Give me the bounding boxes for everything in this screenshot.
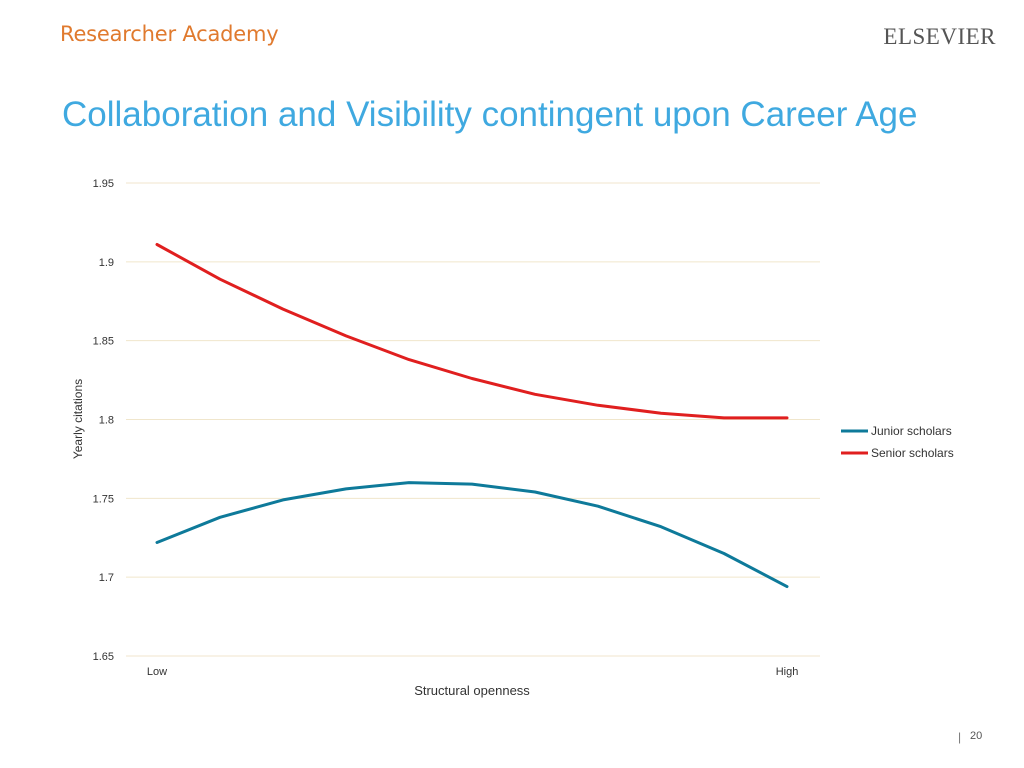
y-tick-labels: 1.95 1.9 1.85 1.8 1.75 1.7 1.65 [93, 178, 114, 663]
series-line-junior [155, 481, 789, 589]
y-tick-label: 1.7 [99, 572, 114, 584]
page-number: 20 [970, 730, 983, 742]
legend-label: Junior scholars [871, 424, 952, 438]
y-tick-label: 1.9 [99, 257, 114, 269]
y-tick-label: 1.85 [93, 336, 114, 348]
slide-title: Collaboration and Visibility contingent … [62, 95, 918, 134]
brand-logo: Researcher Academy [60, 22, 279, 46]
x-tick-labels: Low High [147, 666, 798, 678]
legend-label: Senior scholars [871, 446, 954, 460]
x-tick-label-low: Low [147, 666, 167, 678]
footer-separator: | [958, 730, 962, 744]
y-axis-label: Yearly citations [71, 379, 85, 459]
series-lines [155, 243, 789, 589]
x-axis-label: Structural openness [414, 683, 530, 698]
elsevier-logo: ELSEVIER [883, 24, 996, 49]
x-tick-label-high: High [776, 666, 799, 678]
y-tick-label: 1.8 [99, 415, 114, 427]
y-tick-label: 1.65 [93, 651, 114, 663]
grid-lines [126, 182, 820, 657]
legend: Junior scholars Senior scholars [841, 424, 954, 460]
y-tick-label: 1.95 [93, 178, 114, 190]
series-line-senior [155, 243, 789, 420]
y-tick-label: 1.75 [93, 493, 114, 505]
